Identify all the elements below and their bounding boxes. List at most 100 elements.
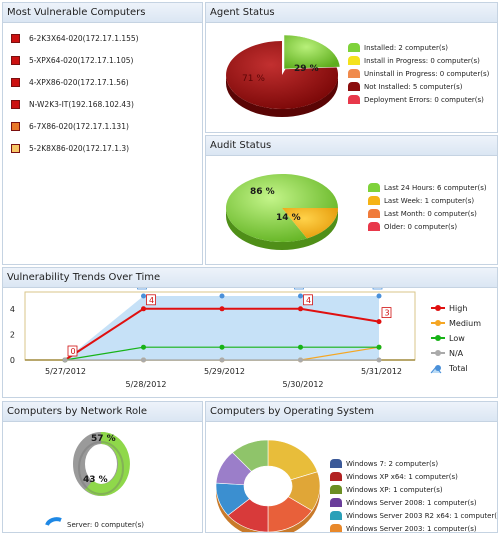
agent-status-legend-label: Uninstall in Progress: 0 computer(s) — [364, 69, 490, 78]
legend-swatch-icon — [348, 69, 360, 78]
point-n-a[interactable] — [141, 357, 146, 363]
legend-swatch-icon — [330, 511, 342, 520]
os-panel: Computers by Operating System Windows 7:… — [205, 401, 498, 533]
network-role-donut: 57 % 43 % Server: 0 computer(s) — [45, 432, 144, 529]
x-tick-label: 5/27/2012 — [45, 367, 86, 376]
network-role-legend-server: Server: 0 computer(s) — [67, 521, 144, 529]
point-n-a[interactable] — [219, 357, 225, 363]
agent-status-legend-label: Not Installed: 5 computer(s) — [364, 82, 463, 91]
audit-slice-label-last-24-hours: 86 % — [250, 187, 275, 197]
point-total[interactable] — [219, 293, 225, 299]
trend-legend-item-total[interactable]: Total — [430, 364, 468, 374]
trend-legend-item-high[interactable]: High — [431, 304, 467, 313]
audit-status-legend-item: Last 24 Hours: 6 computer(s) — [368, 181, 487, 194]
x-tick-label: 5/29/2012 — [204, 367, 245, 376]
point-high[interactable] — [376, 319, 382, 325]
os-title: Computers by Operating System — [206, 402, 497, 422]
point-low[interactable] — [298, 344, 303, 350]
legend-swatch-icon — [368, 222, 380, 231]
audit-status-legend: Last 24 Hours: 6 computer(s) Last Week: 1… — [368, 181, 487, 233]
agent-status-legend-label: Deployment Errors: 0 computer(s) — [364, 95, 484, 104]
point-total[interactable] — [141, 293, 146, 299]
vulnerable-computer-label: 5-XPX64-020(172.17.1.105) — [29, 55, 134, 65]
vulnerable-computer-list: 6-2K3X64-020(172.17.1.155) 5-XPX64-020(17… — [3, 23, 202, 159]
trend-legend-label: High — [449, 304, 467, 313]
agent-status-legend-item: Install in Progress: 0 computer(s) — [348, 54, 489, 67]
svg-text:4: 4 — [306, 296, 311, 305]
agent-status-legend-item: Installed: 2 computer(s) — [348, 41, 489, 54]
vulnerable-computer-label: N-W2K3-IT(192.168.102.43) — [29, 99, 134, 109]
audit-pie-depth — [226, 208, 338, 250]
point-high[interactable] — [298, 306, 303, 312]
y-tick-label: 0 — [10, 356, 15, 365]
os-legend: Windows 7: 2 computer(s) Windows XP x64: … — [330, 457, 497, 533]
x-tick-label: 5/28/2012 — [126, 380, 167, 389]
audit-status-legend-label: Last Month: 0 computer(s) — [384, 209, 477, 218]
svg-text:5: 5 — [140, 288, 145, 289]
audit-status-title: Audit Status — [206, 136, 497, 156]
point-high[interactable] — [141, 306, 146, 312]
legend-swatch-icon — [330, 472, 342, 481]
trend-legend-item-n-a[interactable]: N/A — [431, 349, 464, 358]
agent-status-legend: Installed: 2 computer(s) Install in Progr… — [348, 41, 489, 106]
agent-slice-label-installed: 29 % — [294, 64, 319, 74]
legend-swatch-icon — [368, 209, 380, 218]
os-legend-label: Windows Server 2003: 1 computer(s) — [346, 524, 477, 533]
vulnerable-computer-item[interactable]: N-W2K3-IT(192.168.102.43) — [7, 93, 202, 115]
audit-status-panel: Audit Status 86 % 14 % Last 24 Hours: 6 … — [205, 135, 498, 265]
trend-legend-label: Low — [449, 334, 465, 343]
severity-square-icon — [11, 77, 20, 87]
data-label-total: 5 — [294, 288, 304, 290]
os-legend-label: Windows XP: 1 computer(s) — [346, 485, 443, 494]
point-low[interactable] — [376, 344, 382, 350]
data-label-high: 0 — [67, 345, 78, 357]
point-low[interactable] — [219, 344, 225, 350]
vulnerable-computer-item[interactable]: 4-XPX86-020(172.17.1.56) — [7, 71, 202, 93]
agent-status-legend-item: Uninstall in Progress: 0 computer(s) — [348, 67, 489, 80]
x-tick-label: 5/30/2012 — [283, 380, 324, 389]
trend-legend-item-low[interactable]: Low — [431, 334, 465, 343]
audit-slice-last-24-hours — [226, 173, 338, 242]
svg-text:3: 3 — [385, 309, 390, 318]
agent-status-pie: 29 % 71 % — [226, 34, 341, 117]
svg-text:0: 0 — [71, 347, 76, 356]
point-high[interactable] — [219, 306, 225, 312]
agent-status-legend-label: Install in Progress: 0 computer(s) — [364, 56, 480, 65]
trend-legend-label: Total — [448, 364, 468, 373]
data-label-high: 4 — [303, 294, 313, 306]
point-total[interactable] — [376, 293, 382, 299]
vulnerable-computer-label: 5-2K8X86-020(172.17.1.3) — [29, 143, 130, 153]
data-label-high: 4 — [146, 294, 156, 306]
audit-status-legend-label: Last Week: 1 computer(s) — [384, 196, 475, 205]
vulnerable-computer-item[interactable]: 6-7X86-020(172.17.1.131) — [7, 115, 202, 137]
vulnerable-computer-label: 6-2K3X64-020(172.17.1.155) — [29, 33, 139, 43]
trend-legend-item-medium[interactable]: Medium — [431, 319, 481, 328]
audit-status-legend-label: Older: 0 computer(s) — [384, 222, 458, 231]
audit-slice-label-last-week: 14 % — [276, 213, 301, 223]
vulnerable-computer-item[interactable]: 5-XPX64-020(172.17.1.105) — [7, 49, 202, 71]
severity-square-icon — [11, 143, 20, 153]
point-low[interactable] — [141, 344, 146, 350]
legend-swatch-icon — [348, 43, 360, 52]
legend-swatch-icon — [330, 459, 342, 468]
point-n-a[interactable] — [376, 357, 382, 363]
vulnerable-computer-item[interactable]: 5-2K8X86-020(172.17.1.3) — [7, 137, 202, 159]
most-vulnerable-title: Most Vulnerable Computers — [3, 3, 202, 23]
legend-swatch-icon — [368, 183, 380, 192]
vulnerable-computer-item[interactable]: 6-2K3X64-020(172.17.1.155) — [7, 27, 202, 49]
agent-slice-installed — [283, 34, 341, 70]
data-label-total: 5 — [372, 288, 383, 290]
network-role-label-57: 57 % — [91, 434, 116, 444]
point-total[interactable] — [298, 293, 303, 299]
audit-slice-last-week — [282, 208, 338, 239]
severity-square-icon — [11, 99, 20, 109]
agent-status-title: Agent Status — [206, 3, 497, 23]
point-n-a[interactable] — [298, 357, 303, 363]
series-line-medium — [300, 346, 380, 361]
most-vulnerable-panel: Most Vulnerable Computers 6-2K3X64-020(1… — [2, 2, 203, 265]
os-legend-item: Windows XP x64: 1 computer(s) — [330, 470, 497, 483]
point-n-a[interactable] — [62, 357, 68, 363]
severity-square-icon — [11, 55, 20, 65]
legend-swatch-icon — [348, 95, 360, 104]
severity-square-icon — [11, 121, 20, 131]
